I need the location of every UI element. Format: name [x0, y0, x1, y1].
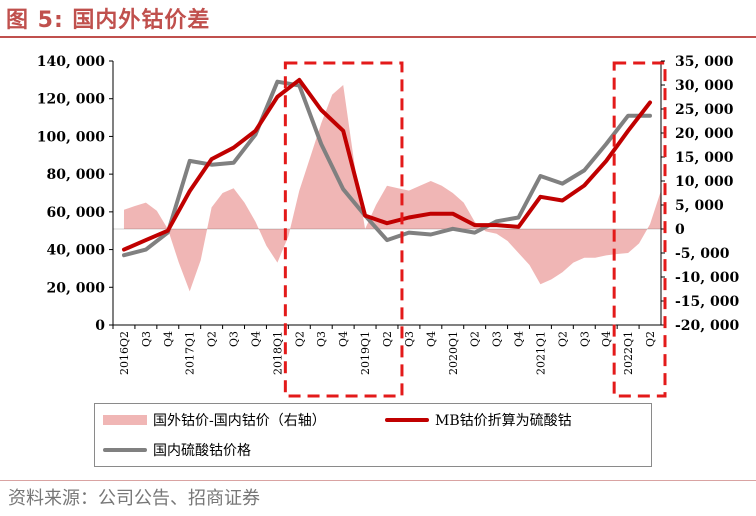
x-tick-label: Q4	[162, 331, 175, 347]
left-tick-label: 120, 000	[37, 92, 105, 108]
highlight-boxes-layer	[283, 61, 667, 398]
x-tick-label: Q2	[556, 331, 569, 347]
legend: 国外钴价-国内钴价（右轴） MB钴价折算为硫酸钴 国内硫酸钴价格	[94, 403, 652, 467]
x-tick-label: Q2	[469, 331, 482, 347]
right-tick-label: -15, 000	[675, 294, 740, 310]
right-tick-label: -5, 000	[675, 246, 730, 262]
price-gap-area	[123, 85, 661, 292]
right-tick-label: -10, 000	[675, 270, 740, 286]
legend-mb-swatch	[385, 418, 429, 422]
highlight-box-2022	[612, 61, 667, 398]
tick-labels-layer: 0 20, 000 40, 000 60, 000 80, 000 100, 000 120…	[37, 54, 740, 375]
x-tick-label: Q3	[228, 331, 241, 347]
x-tick-label: Q3	[578, 331, 591, 347]
x-tick-label: Q3	[491, 331, 504, 347]
source-note: 资料来源：公司公告、招商证券	[8, 488, 260, 509]
right-tick-label: 35, 000	[675, 54, 734, 70]
x-tick-label: Q4	[600, 331, 613, 347]
x-tick-label: 2017Q1	[184, 331, 197, 375]
left-tick-label: 0	[95, 318, 105, 334]
right-tick-label: 10, 000	[675, 174, 734, 190]
right-tick-label: 5, 000	[675, 198, 724, 214]
axes-layer	[109, 60, 665, 329]
right-tick-label: 0	[675, 222, 685, 238]
x-tick-label: 2022Q1	[622, 331, 635, 375]
x-tick-label: Q4	[337, 331, 350, 347]
mb-price-line	[122, 77, 652, 252]
right-tick-label: -20, 000	[675, 318, 740, 334]
left-tick-label: 80, 000	[47, 167, 106, 183]
left-tick-label: 60, 000	[47, 205, 106, 221]
x-tick-label: Q4	[249, 331, 262, 347]
domestic-price-line	[122, 79, 652, 258]
x-tick-label: Q2	[206, 331, 219, 347]
x-tick-label: 2019Q1	[359, 331, 372, 375]
x-tick-label: Q4	[425, 331, 438, 347]
left-tick-label: 40, 000	[47, 243, 106, 259]
legend-area-swatch	[103, 415, 147, 425]
right-tick-label: 25, 000	[675, 102, 734, 118]
x-tick-label: Q2	[381, 331, 394, 347]
figure-title: 图 5: 国内外钴价差	[6, 8, 211, 33]
legend-item-price-gap: 国外钴价-国内钴价（右轴）	[103, 410, 326, 430]
right-tick-label: 15, 000	[675, 150, 734, 166]
x-tick-label: Q3	[315, 331, 328, 347]
legend-item-domestic-price: 国内硫酸钴价格	[103, 440, 251, 460]
right-tick-label: 30, 000	[675, 78, 734, 94]
x-tick-label: Q2	[644, 331, 657, 347]
legend-label-price-gap: 国外钴价-国内钴价（右轴）	[153, 413, 326, 429]
left-tick-label: 20, 000	[47, 280, 106, 296]
x-tick-label: 2020Q1	[447, 331, 460, 375]
left-tick-label: 100, 000	[37, 129, 105, 145]
x-tick-label: Q3	[403, 331, 416, 347]
footer-divider	[0, 480, 756, 481]
legend-label-mb-price: MB钴价折算为硫酸钴	[435, 413, 572, 429]
legend-label-domestic-price: 国内硫酸钴价格	[153, 443, 251, 459]
x-tick-label: Q2	[293, 331, 306, 347]
legend-domestic-swatch	[103, 448, 147, 452]
x-tick-label: Q3	[140, 331, 153, 347]
legend-item-mb-price: MB钴价折算为硫酸钴	[385, 410, 572, 430]
x-tick-label: Q4	[513, 331, 526, 347]
x-tick-label: 2016Q2	[118, 331, 131, 375]
price-gap-area-layer	[123, 85, 661, 292]
cobalt-price-chart: 0 20, 000 40, 000 60, 000 80, 000 100, 000 120…	[37, 54, 740, 398]
highlight-box-2018q2-2019q4	[283, 61, 404, 398]
series-lines-layer	[122, 77, 652, 258]
right-tick-label: 20, 000	[675, 126, 734, 142]
left-tick-label: 140, 000	[37, 54, 105, 70]
x-tick-label: 2021Q1	[534, 331, 547, 375]
title-divider	[0, 36, 756, 38]
x-tick-label: 2018Q1	[271, 331, 284, 375]
